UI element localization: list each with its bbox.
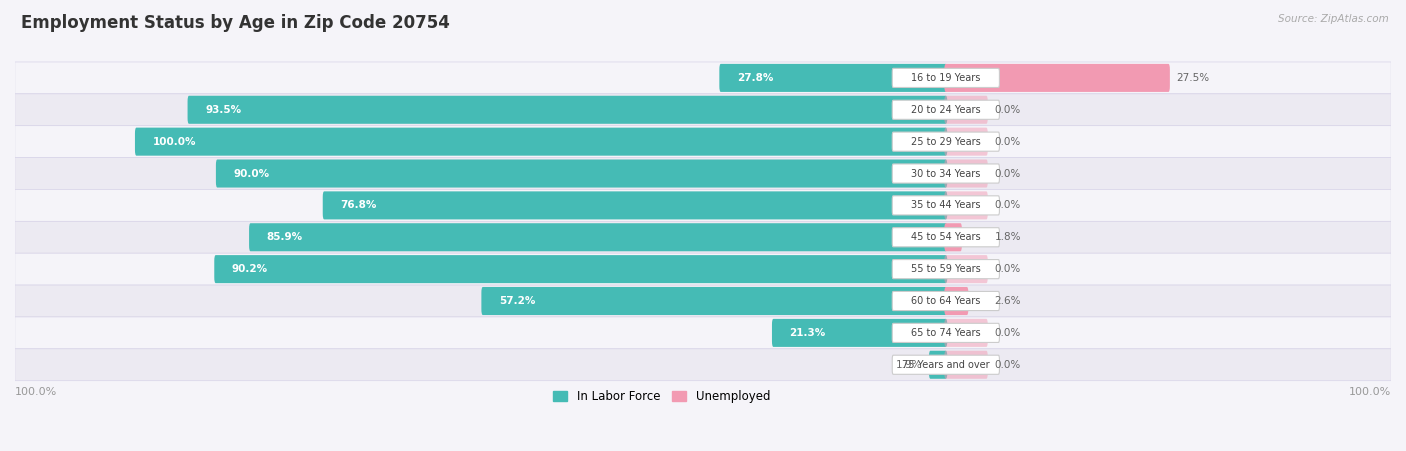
Text: 16 to 19 Years: 16 to 19 Years — [911, 73, 980, 83]
Text: 0.0%: 0.0% — [994, 137, 1021, 147]
FancyBboxPatch shape — [214, 255, 948, 283]
FancyBboxPatch shape — [945, 96, 988, 124]
FancyBboxPatch shape — [15, 126, 1391, 157]
FancyBboxPatch shape — [15, 157, 1391, 189]
Text: 0.0%: 0.0% — [994, 360, 1021, 370]
FancyBboxPatch shape — [15, 285, 1391, 317]
FancyBboxPatch shape — [945, 191, 988, 220]
Text: 90.2%: 90.2% — [232, 264, 269, 274]
FancyBboxPatch shape — [945, 223, 962, 251]
FancyBboxPatch shape — [893, 196, 1000, 215]
Text: 21.3%: 21.3% — [790, 328, 825, 338]
FancyBboxPatch shape — [945, 160, 988, 188]
FancyBboxPatch shape — [720, 64, 948, 92]
Text: 65 to 74 Years: 65 to 74 Years — [911, 328, 980, 338]
FancyBboxPatch shape — [772, 319, 948, 347]
Text: 1.8%: 1.8% — [994, 232, 1021, 242]
FancyBboxPatch shape — [217, 160, 948, 188]
FancyBboxPatch shape — [249, 223, 948, 251]
Text: 90.0%: 90.0% — [233, 169, 270, 179]
FancyBboxPatch shape — [945, 64, 1170, 92]
Text: 55 to 59 Years: 55 to 59 Years — [911, 264, 981, 274]
Text: 20 to 24 Years: 20 to 24 Years — [911, 105, 980, 115]
Text: 93.5%: 93.5% — [205, 105, 242, 115]
FancyBboxPatch shape — [323, 191, 948, 220]
Text: 2.6%: 2.6% — [994, 296, 1021, 306]
FancyBboxPatch shape — [481, 287, 948, 315]
Text: 85.9%: 85.9% — [267, 232, 302, 242]
FancyBboxPatch shape — [893, 260, 1000, 279]
FancyBboxPatch shape — [945, 255, 988, 283]
FancyBboxPatch shape — [187, 96, 948, 124]
Text: 27.5%: 27.5% — [1177, 73, 1209, 83]
Text: 76.8%: 76.8% — [340, 200, 377, 210]
Text: 0.0%: 0.0% — [994, 169, 1021, 179]
FancyBboxPatch shape — [945, 128, 988, 156]
Text: 100.0%: 100.0% — [1348, 387, 1391, 397]
Text: 0.0%: 0.0% — [994, 264, 1021, 274]
FancyBboxPatch shape — [945, 351, 988, 379]
Legend: In Labor Force, Unemployed: In Labor Force, Unemployed — [548, 385, 775, 408]
Text: 35 to 44 Years: 35 to 44 Years — [911, 200, 980, 210]
Text: 30 to 34 Years: 30 to 34 Years — [911, 169, 980, 179]
Text: 57.2%: 57.2% — [499, 296, 536, 306]
Text: 100.0%: 100.0% — [153, 137, 195, 147]
FancyBboxPatch shape — [945, 319, 988, 347]
FancyBboxPatch shape — [929, 351, 948, 379]
Text: 1.9%: 1.9% — [896, 360, 922, 370]
Text: 100.0%: 100.0% — [15, 387, 58, 397]
FancyBboxPatch shape — [893, 164, 1000, 183]
FancyBboxPatch shape — [893, 228, 1000, 247]
Text: 0.0%: 0.0% — [994, 328, 1021, 338]
FancyBboxPatch shape — [135, 128, 948, 156]
FancyBboxPatch shape — [15, 317, 1391, 349]
Text: 0.0%: 0.0% — [994, 105, 1021, 115]
FancyBboxPatch shape — [893, 100, 1000, 120]
Text: Employment Status by Age in Zip Code 20754: Employment Status by Age in Zip Code 207… — [21, 14, 450, 32]
Text: 60 to 64 Years: 60 to 64 Years — [911, 296, 980, 306]
FancyBboxPatch shape — [15, 94, 1391, 126]
Text: 75 Years and over: 75 Years and over — [903, 360, 990, 370]
FancyBboxPatch shape — [893, 291, 1000, 311]
Text: 25 to 29 Years: 25 to 29 Years — [911, 137, 981, 147]
FancyBboxPatch shape — [15, 189, 1391, 221]
FancyBboxPatch shape — [15, 221, 1391, 253]
FancyBboxPatch shape — [893, 355, 1000, 374]
FancyBboxPatch shape — [893, 132, 1000, 151]
Text: Source: ZipAtlas.com: Source: ZipAtlas.com — [1278, 14, 1389, 23]
Text: 27.8%: 27.8% — [737, 73, 773, 83]
FancyBboxPatch shape — [945, 287, 969, 315]
FancyBboxPatch shape — [15, 253, 1391, 285]
FancyBboxPatch shape — [15, 349, 1391, 381]
Text: 0.0%: 0.0% — [994, 200, 1021, 210]
FancyBboxPatch shape — [15, 62, 1391, 94]
Text: 45 to 54 Years: 45 to 54 Years — [911, 232, 980, 242]
FancyBboxPatch shape — [893, 323, 1000, 342]
FancyBboxPatch shape — [893, 69, 1000, 87]
